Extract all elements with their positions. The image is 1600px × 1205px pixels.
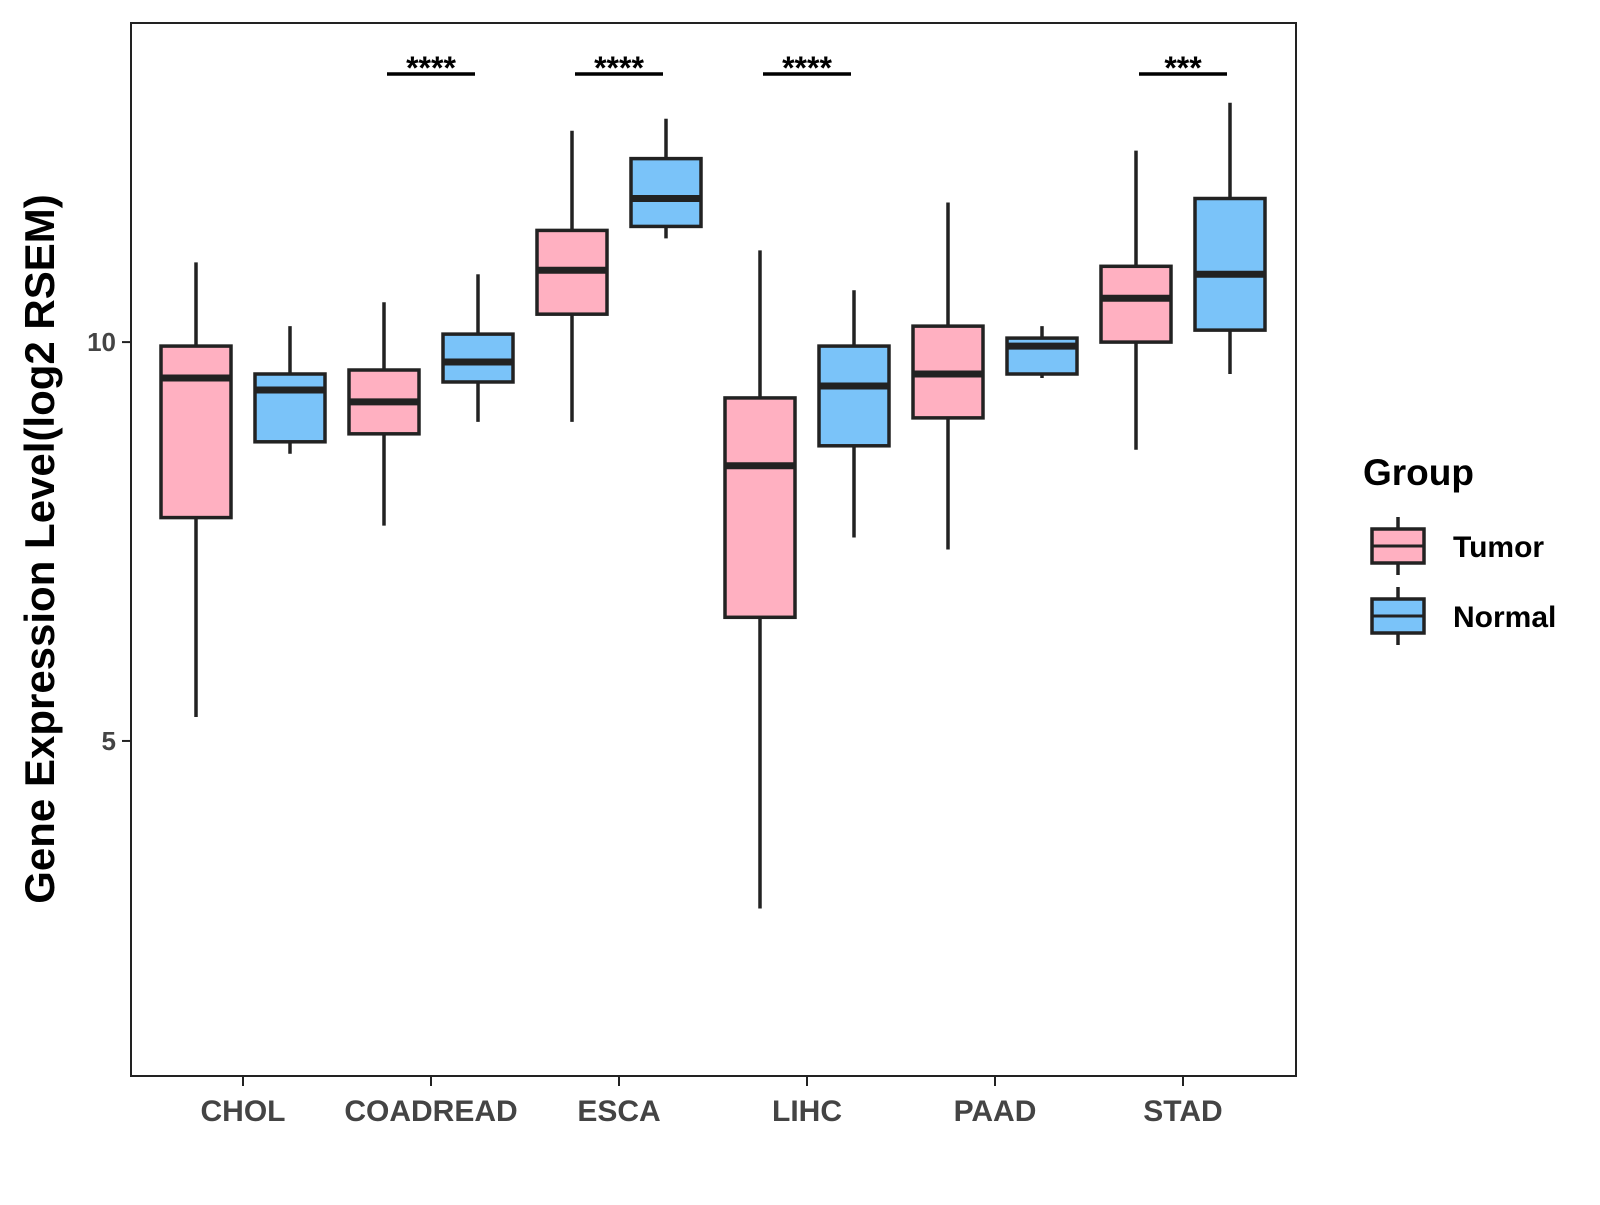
box-body: [817, 344, 891, 448]
plot-panel: [130, 22, 1297, 1077]
y-tick-label: 5: [102, 726, 116, 756]
significance-label: ***: [1164, 50, 1202, 86]
x-tick-label: COADREAD: [344, 1095, 517, 1128]
legend-key-normal: [1370, 587, 1426, 645]
box-body: [159, 344, 233, 520]
box-tumor-lihc: [723, 250, 797, 909]
significance-label: ****: [594, 50, 644, 86]
legend: Tumor Normal: [1370, 517, 1556, 645]
x-tick-label: LIHC: [772, 1095, 842, 1128]
box-normal-chol: [253, 326, 327, 454]
y-tick-label: 10: [87, 327, 116, 357]
box-body: [723, 396, 797, 620]
box-tumor-paad: [911, 202, 985, 550]
box-body: [1099, 264, 1173, 344]
box-normal-stad: [1193, 102, 1267, 374]
legend-key-tumor: [1370, 517, 1426, 575]
box-body: [441, 332, 515, 384]
box-normal-paad: [1005, 326, 1079, 378]
box-body: [1193, 196, 1267, 332]
x-tick-label: STAD: [1143, 1095, 1222, 1128]
x-tick-label: PAAD: [954, 1095, 1037, 1128]
box-body: [253, 372, 327, 444]
box-normal-esca: [629, 118, 703, 239]
legend-label-tumor: Tumor: [1453, 531, 1544, 564]
box-body: [629, 156, 703, 229]
box-tumor-chol: [159, 262, 233, 718]
box-normal-coadread: [441, 274, 515, 422]
significance-label: ****: [782, 50, 832, 86]
box-tumor-esca: [535, 130, 609, 422]
y-axis-title: Gene Expression Level(log2 RSEM): [16, 194, 63, 904]
significance-label: ****: [406, 50, 456, 86]
box-tumor-coadread: [347, 302, 421, 526]
legend-label-normal: Normal: [1453, 601, 1556, 634]
x-tick-label: CHOL: [201, 1095, 286, 1128]
x-tick-label: ESCA: [577, 1095, 660, 1128]
box-tumor-stad: [1099, 150, 1173, 450]
legend-title: Group: [1363, 452, 1474, 493]
box-normal-lihc: [817, 290, 891, 538]
